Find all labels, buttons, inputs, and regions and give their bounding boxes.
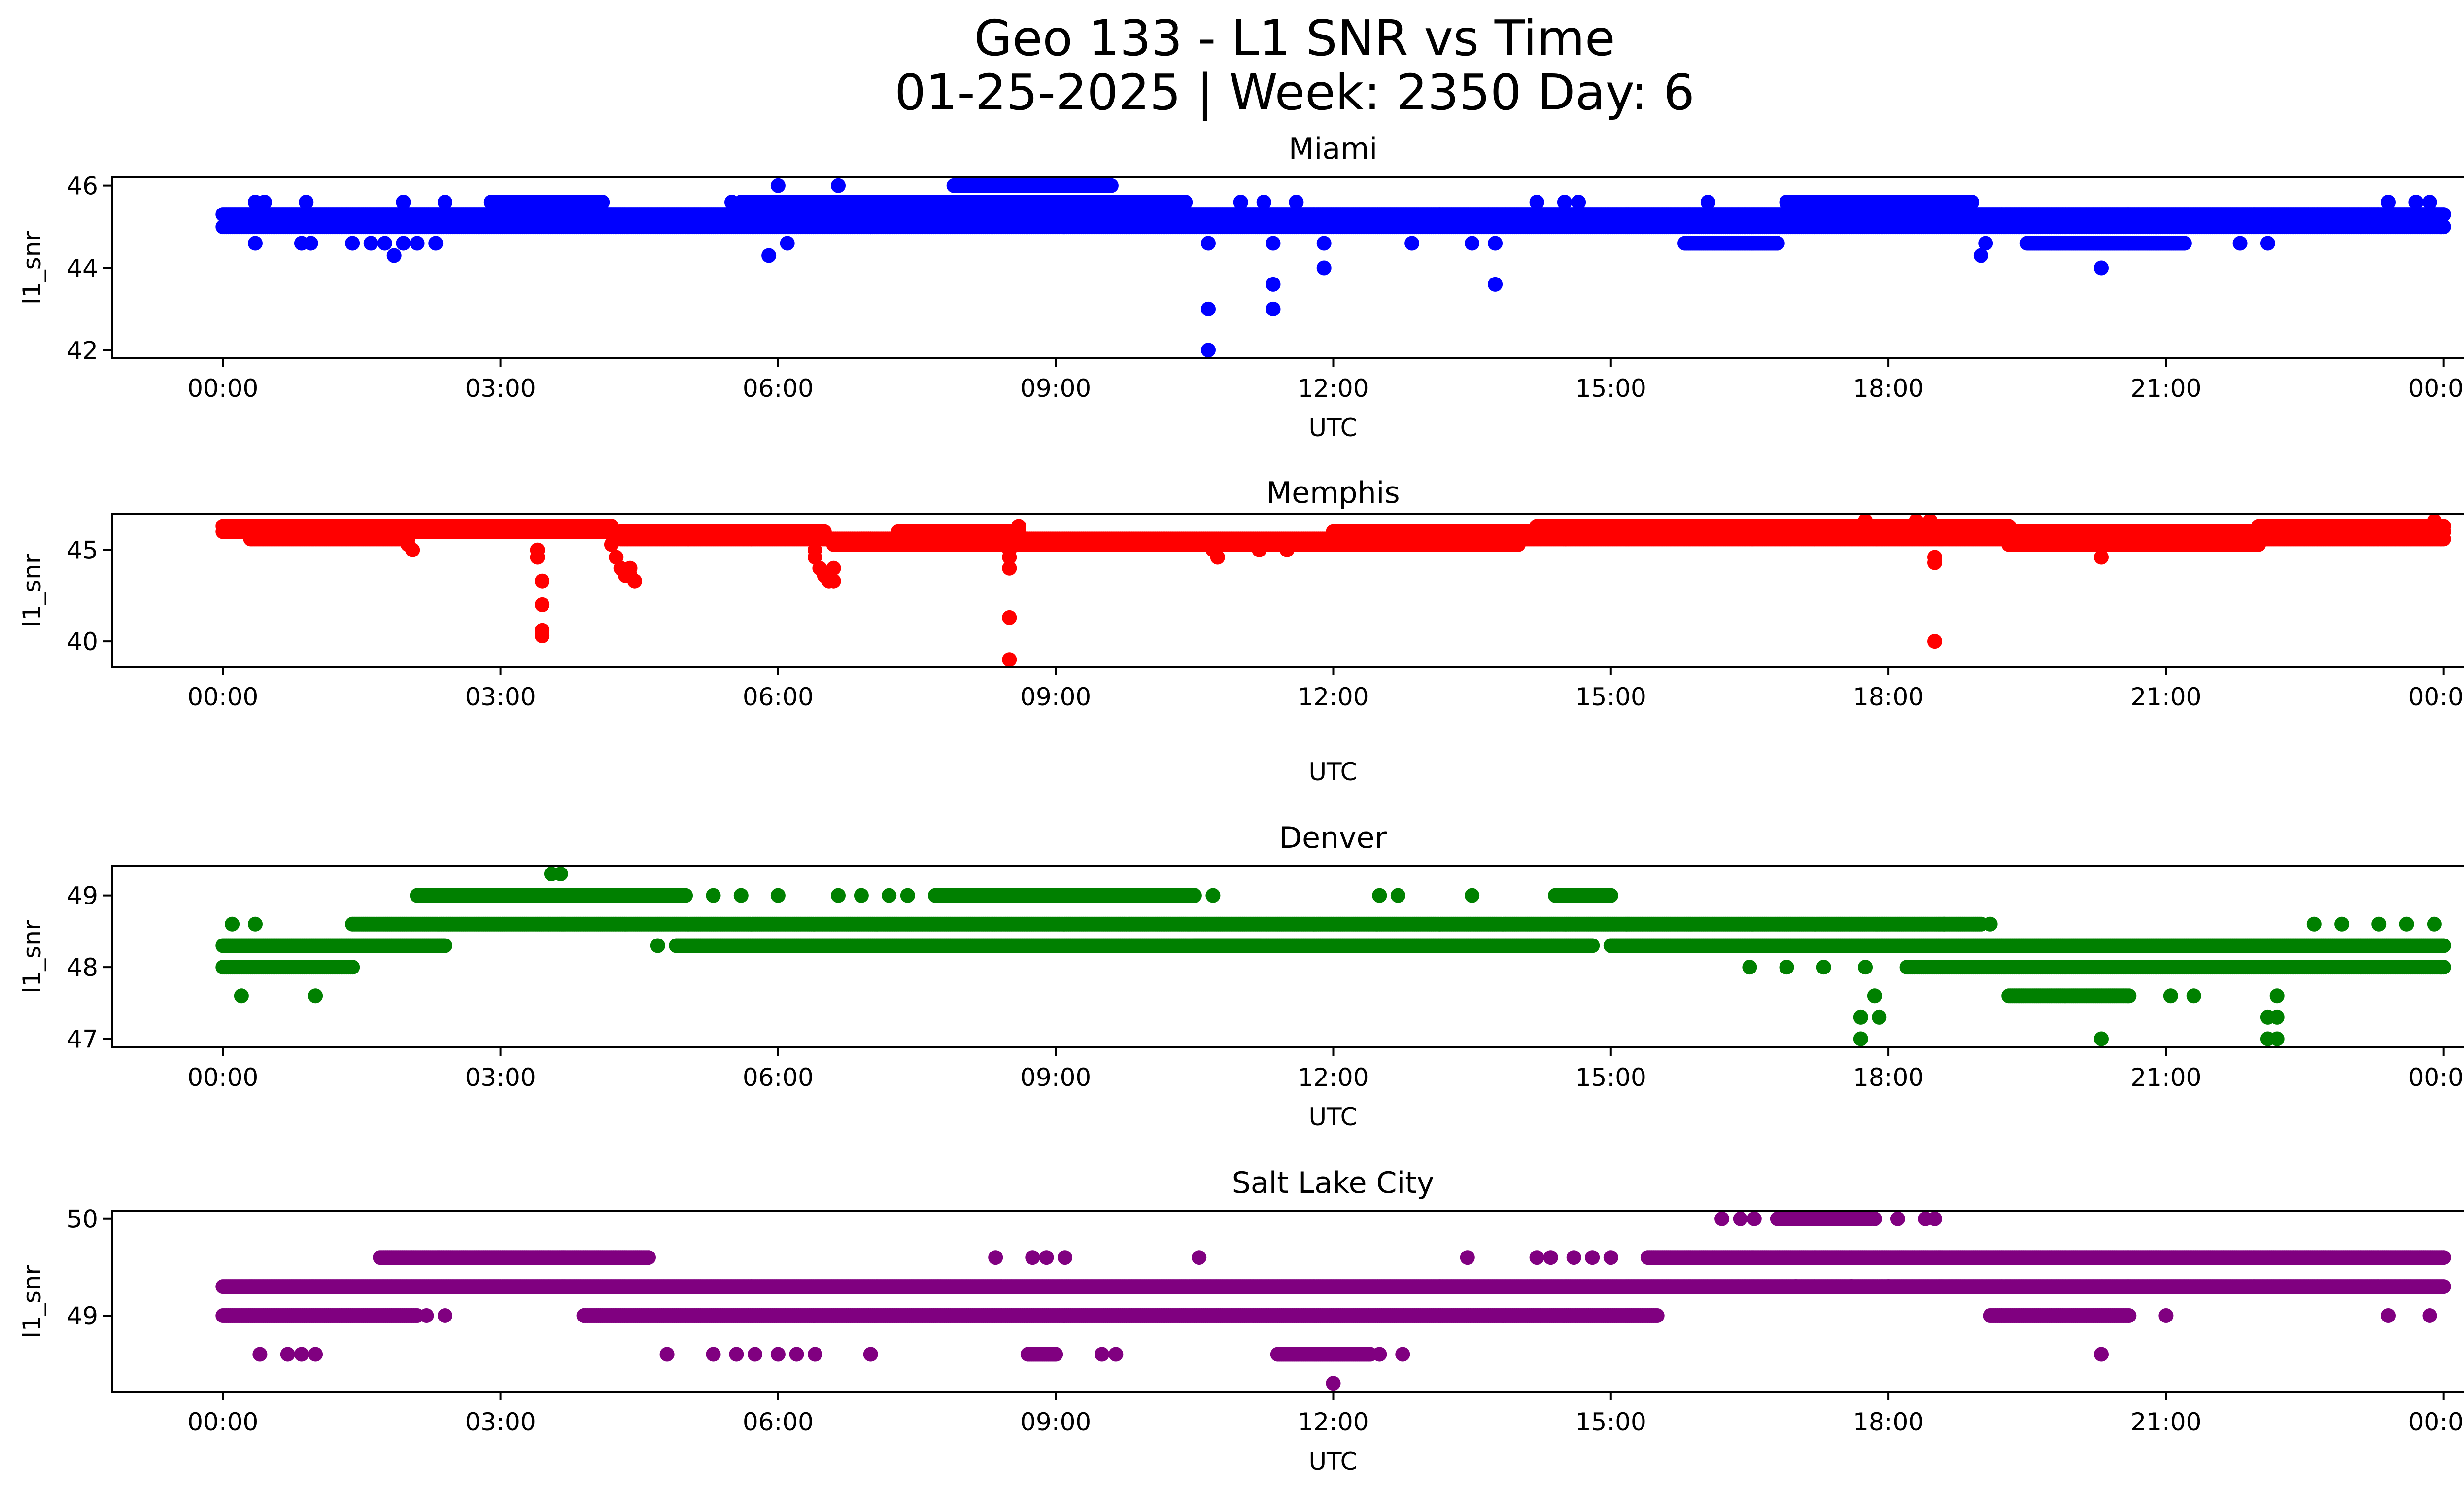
data-point — [1973, 248, 1988, 263]
data-point — [780, 236, 795, 251]
y-tick-label: 42 — [67, 336, 98, 365]
data-point — [2232, 236, 2248, 251]
data-point — [1201, 236, 1216, 251]
data-point — [770, 178, 786, 193]
scatter-marks — [215, 178, 2451, 358]
data-point — [2436, 207, 2451, 222]
x-ticks: 00:00 03:00 06:00 09:00 12:00 15:00 18:00 21:00… — [187, 358, 2464, 403]
y-tick-label: 46 — [67, 172, 98, 201]
data-point — [1316, 236, 1332, 251]
x-tick-label: 00:00 — [187, 374, 258, 403]
x-axis-label: UTC — [1308, 414, 1357, 442]
data-point — [1178, 195, 1193, 209]
x-tick-label: 18:00 — [1853, 374, 1924, 403]
data-point — [1266, 277, 1281, 292]
data-point — [2408, 195, 2424, 209]
data-point — [2094, 260, 2109, 276]
data-point — [1488, 277, 1503, 292]
data-point — [396, 236, 411, 251]
x-tick-label: 03:00 — [465, 374, 536, 403]
y-axis-label: l1_snr — [18, 231, 46, 305]
data-point — [438, 195, 452, 209]
data-point — [363, 236, 378, 251]
data-point — [761, 248, 777, 263]
data-point — [410, 236, 425, 251]
data-point — [724, 195, 739, 209]
data-point — [1770, 236, 1785, 251]
panel-title: Memphis — [1266, 476, 1400, 510]
data-point — [1964, 195, 1980, 209]
x-tick-label: 12:00 — [1298, 374, 1369, 403]
data-point — [1201, 343, 1216, 358]
data-point — [1201, 301, 1216, 316]
data-point — [248, 236, 263, 251]
chart-subtitle: 01-25-2025 | Week: 2350 Day: 6 — [894, 64, 1694, 121]
y-tick-label: 44 — [67, 254, 98, 283]
data-point — [595, 195, 610, 209]
x-tick-label: 06:00 — [743, 374, 814, 403]
data-point — [1233, 195, 1248, 209]
data-point — [1316, 260, 1332, 276]
data-point — [831, 178, 846, 193]
data-point — [1256, 195, 1271, 209]
axes-frame — [111, 176, 2464, 359]
data-point — [863, 219, 878, 235]
data-point — [1529, 195, 1544, 209]
data-point — [1266, 301, 1281, 316]
data-point — [2422, 195, 2437, 209]
data-point — [1557, 195, 1572, 209]
data-point — [1404, 236, 1420, 251]
data-point — [386, 248, 402, 263]
data-point — [1571, 195, 1586, 209]
data-point — [396, 195, 411, 209]
y-ticks: 42 44 46 — [67, 172, 112, 365]
data-point — [1488, 236, 1503, 251]
scatter-marks — [215, 514, 2451, 667]
data-point — [1103, 178, 1119, 193]
data-point — [377, 236, 392, 251]
data-point — [257, 195, 272, 209]
data-point — [1978, 236, 1993, 251]
data-point — [1465, 236, 1480, 251]
data-point — [303, 236, 318, 251]
data-point — [2381, 195, 2396, 209]
data-point — [1289, 195, 1304, 209]
chart-title: Geo 133 - L1 SNR vs Time — [974, 9, 1615, 67]
panel-title: Miami — [1289, 132, 1377, 166]
data-point — [299, 195, 314, 209]
data-point — [345, 236, 360, 251]
x-tick-label: 21:00 — [2130, 374, 2201, 403]
data-point — [1700, 195, 1715, 209]
data-point — [2436, 219, 2451, 235]
data-point — [428, 236, 444, 251]
x-tick-label: 15:00 — [1575, 374, 1646, 403]
panel-miami: Miami 42 44 46 00:00 03:00 06:00 09:00 12:00 15… — [18, 132, 2464, 442]
data-point — [1266, 236, 1281, 251]
x-tick-label: 09:00 — [1020, 374, 1091, 403]
data-point — [2260, 236, 2275, 251]
x-tick-label: 00:00 — [2408, 374, 2464, 403]
data-point — [2177, 236, 2192, 251]
